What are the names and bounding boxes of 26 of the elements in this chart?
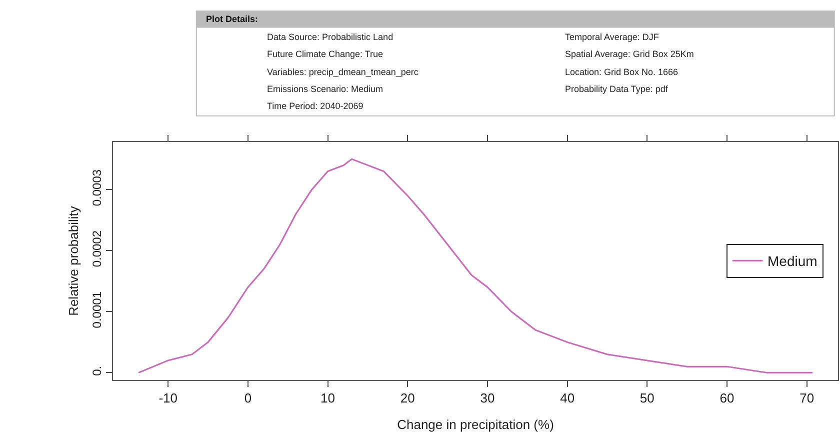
text: Emissions Scenario: Medium	[267, 84, 384, 94]
source-note: Data Source: Probabilistic Land	[267, 32, 394, 42]
y-tick-label: 0.0001	[90, 291, 104, 328]
y-tick-label: 0.	[90, 366, 104, 376]
y-tick-label: 0.0002	[90, 230, 104, 268]
x-tick-label: 10	[320, 390, 336, 406]
text: Probability Data Type: pdf	[565, 84, 668, 94]
y-axis-title: Relative probability	[66, 206, 82, 316]
y-tick-label: 0.0003	[90, 169, 104, 206]
text: Spatial Average: Grid Box 25Km	[565, 49, 694, 59]
text: Time Period: 2040-2069	[267, 101, 364, 111]
text: Location: Grid Box No. 1666	[565, 67, 678, 77]
x-axis-title: Change in precipitation (%)	[397, 417, 554, 432]
x-tick-label: 60	[720, 390, 734, 406]
x-tick-label: -10	[158, 390, 178, 406]
text: Plot Details:	[206, 14, 258, 24]
x-tick-label: 40	[560, 390, 575, 406]
x-tick-label: 20	[400, 390, 415, 406]
x-tick-label: 30	[480, 390, 495, 406]
text: Future Climate Change: True	[267, 49, 384, 59]
legend-label: Medium	[768, 253, 818, 270]
text: Temporal Average: DJF	[565, 32, 660, 42]
x-tick-label: 0	[244, 390, 252, 406]
x-tick-label: 70	[800, 390, 814, 406]
text: Variables: precip_dmean_tmean_perc	[267, 67, 419, 77]
x-tick-label: 50	[640, 390, 654, 406]
